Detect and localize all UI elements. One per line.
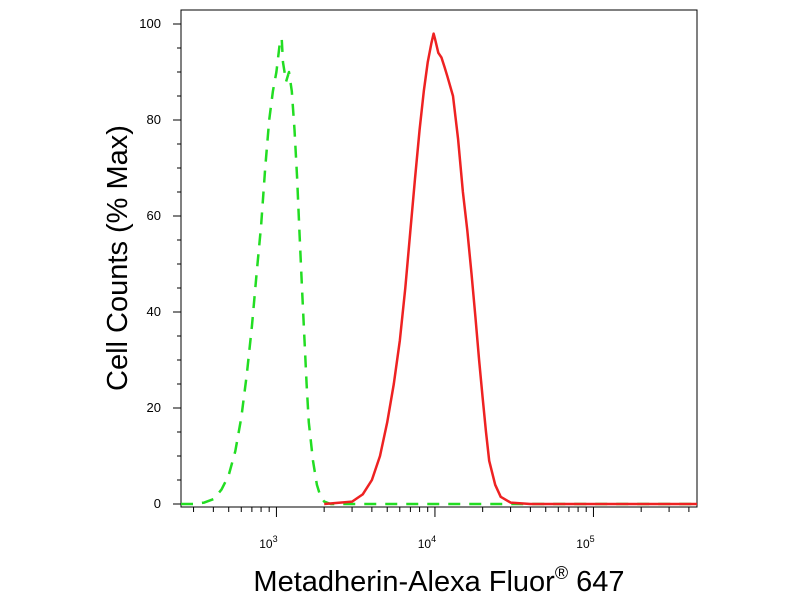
x-tick-label: 105 bbox=[576, 534, 594, 551]
y-tick-label: 80 bbox=[147, 112, 161, 127]
y-tick-label: 100 bbox=[139, 16, 161, 31]
y-axis-title: Cell Counts (% Max) bbox=[102, 125, 134, 391]
y-tick-label: 0 bbox=[154, 496, 161, 511]
series-line-1 bbox=[181, 37, 697, 506]
y-tick-label: 40 bbox=[147, 304, 161, 319]
series-line-2 bbox=[324, 32, 697, 506]
x-tick-label: 103 bbox=[259, 534, 277, 551]
y-tick-label: 60 bbox=[147, 208, 161, 223]
y-tick-label: 20 bbox=[147, 400, 161, 415]
x-tick-label: 104 bbox=[418, 534, 436, 551]
plot-frame bbox=[180, 9, 698, 508]
x-axis-title: Metadherin-Alexa Fluor® 647 bbox=[253, 563, 624, 598]
